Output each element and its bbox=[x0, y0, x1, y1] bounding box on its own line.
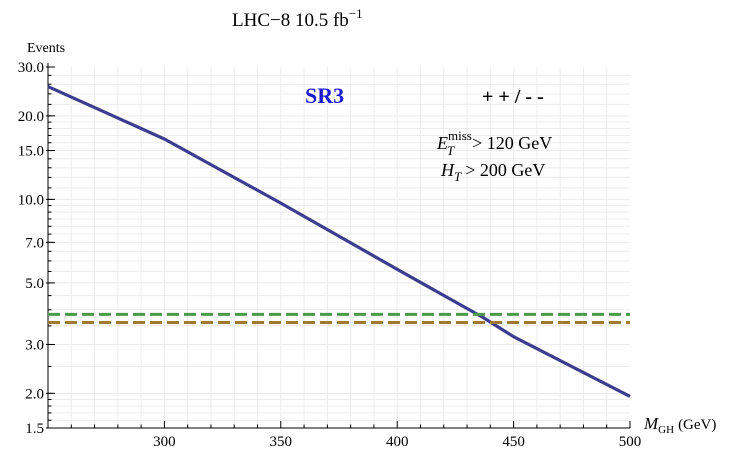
cut-met: Emiss T > 120 GeV bbox=[436, 128, 552, 158]
y-axis-label: Events bbox=[27, 41, 65, 56]
series-line-1 bbox=[47, 85, 631, 398]
y-tick-label: 3.0 bbox=[25, 337, 44, 353]
x-tick-label: 450 bbox=[502, 434, 525, 450]
y-tick-label: 15.0 bbox=[18, 144, 44, 160]
y-tick-label: 7.0 bbox=[25, 235, 44, 251]
x-tick-label: 500 bbox=[619, 434, 642, 450]
axes bbox=[46, 63, 631, 429]
x-tick-label: 400 bbox=[386, 434, 409, 450]
y-tick-label: 30.0 bbox=[18, 60, 44, 76]
y-tick-label: 5.0 bbox=[25, 276, 44, 292]
series-group bbox=[47, 85, 631, 398]
x-axis-label: MGH (GeV) bbox=[643, 414, 716, 436]
x-tick-label: 300 bbox=[153, 434, 176, 450]
y-tick-label: 20.0 bbox=[18, 109, 44, 125]
y-tick-label: 10.0 bbox=[18, 192, 44, 208]
charge-label: + + / - - bbox=[482, 86, 544, 108]
y-tick-label: 1.5 bbox=[25, 421, 44, 437]
sr-label: SR3 bbox=[305, 83, 344, 108]
cut-ht: HT > 200 GeV bbox=[440, 160, 545, 184]
grid-lines bbox=[48, 67, 630, 428]
x-tick-label: 350 bbox=[270, 434, 293, 450]
chart-title: LHC−8 10.5 fb−1 bbox=[232, 6, 363, 31]
tick-labels: 1.5 2.0 3.0 5.0 7.0 10.0 15.0 20.0 30.0 300 350 400… bbox=[18, 60, 642, 450]
y-tick-label: 2.0 bbox=[25, 386, 44, 402]
